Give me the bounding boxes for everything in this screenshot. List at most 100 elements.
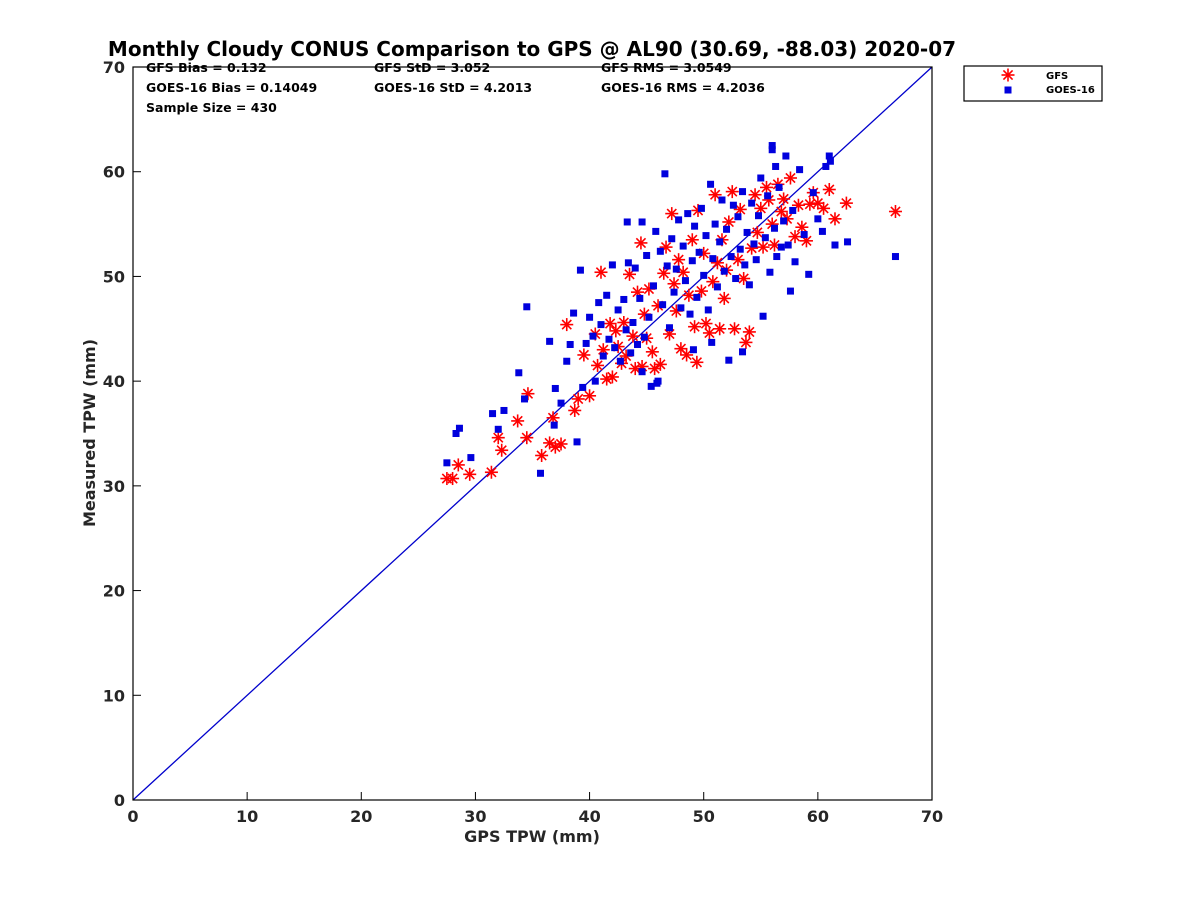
goes16-point	[752, 256, 760, 264]
gfs-point	[577, 348, 591, 362]
goes16-point	[679, 242, 687, 250]
gfs-point	[788, 230, 802, 244]
gfs-point	[546, 411, 560, 425]
goes16-point	[467, 454, 475, 462]
goes16-point	[645, 313, 653, 321]
goes16-point	[652, 227, 660, 235]
legend-goes16-label: GOES-16	[1046, 85, 1095, 96]
goes16-point	[665, 324, 673, 332]
gfs-point	[451, 458, 465, 472]
goes16-point	[688, 257, 696, 265]
gfs-point	[690, 355, 704, 369]
goes16-point	[739, 348, 747, 356]
goes16-point	[725, 356, 733, 364]
gfs-point	[568, 403, 582, 417]
goes16-point	[773, 253, 781, 261]
goes16-point	[761, 234, 769, 242]
gfs-point	[767, 238, 781, 252]
gfs-point	[495, 443, 509, 457]
goes16-point	[677, 304, 685, 312]
goes16-point	[663, 262, 671, 270]
goes16-point	[739, 188, 747, 196]
goes16-point	[595, 299, 603, 307]
gfs-point	[674, 342, 688, 356]
goes16-point	[494, 425, 502, 433]
goes16-point	[796, 166, 804, 174]
goes16-point	[586, 313, 594, 321]
gfs-point	[535, 448, 549, 462]
gfs-point	[560, 318, 574, 332]
gfs-point	[463, 467, 477, 481]
goes16-point	[777, 243, 785, 251]
x-tick-label: 40	[578, 807, 600, 826]
goes16-point	[693, 293, 701, 301]
goes16-point	[786, 287, 794, 295]
gfs-point	[722, 215, 736, 229]
goes16-point	[611, 344, 619, 352]
goes16-point	[772, 162, 780, 170]
axis-ticks: 0 10 20 30 40 50 60 70 0 10 20 30 40 50 60 70	[103, 58, 943, 826]
gfs-point	[839, 196, 853, 210]
gfs-point	[609, 324, 623, 338]
gfs-point	[583, 389, 597, 403]
goes16-point	[716, 238, 724, 246]
gfs-point	[594, 265, 608, 279]
goes16-point	[455, 424, 463, 432]
goes16-point	[789, 206, 797, 214]
goes16-point	[681, 277, 689, 285]
goes16-point	[702, 232, 710, 240]
goes16-point	[697, 204, 705, 212]
x-tick-label: 10	[236, 807, 258, 826]
goes16-point	[629, 319, 637, 327]
gfs-point	[484, 465, 498, 479]
gfs-point	[750, 225, 764, 239]
gfs-point	[728, 322, 742, 336]
goes16-point	[831, 241, 839, 249]
goes16-point	[643, 251, 651, 259]
goes16-point	[743, 228, 751, 236]
goes16-point	[521, 395, 529, 403]
goes16-point	[672, 265, 680, 273]
gfs-point	[645, 345, 659, 359]
x-tick-label: 70	[921, 807, 943, 826]
goes16-point	[661, 170, 669, 178]
gfs-point	[817, 201, 831, 215]
goes16-point	[709, 255, 717, 263]
gfs-point	[756, 240, 770, 254]
gfs-point	[702, 326, 716, 340]
goes16-point	[515, 369, 523, 377]
goes16-point	[748, 199, 756, 207]
goes16-point	[550, 421, 558, 429]
goes16-point	[720, 267, 728, 275]
goes16-point	[805, 270, 813, 278]
goes16-point	[844, 238, 852, 246]
gfs-point	[665, 207, 679, 221]
goes16-point	[707, 180, 715, 188]
goes16-point	[620, 295, 628, 303]
goes16-point	[638, 368, 646, 376]
goes16-point	[729, 201, 737, 209]
y-axis-label: Measured TPW (mm)	[80, 339, 99, 527]
goes16-point	[573, 438, 581, 446]
goes16-point	[500, 406, 508, 414]
goes16-point	[814, 215, 822, 223]
goes16-point	[768, 146, 776, 154]
y-tick-label: 30	[103, 477, 125, 496]
goes16-point	[704, 306, 712, 314]
legend-gfs-asterisk-marker	[1001, 68, 1015, 82]
gfs-point	[653, 357, 667, 371]
gfs-point	[725, 185, 739, 199]
gfs-rms-label: GFS RMS = 3.0549	[601, 60, 732, 75]
gfs-point	[717, 291, 731, 305]
goes16-point	[759, 312, 767, 320]
goes16-point	[732, 275, 740, 283]
gfs-point	[699, 317, 713, 331]
gfs-point	[651, 299, 665, 313]
gfs-point	[682, 288, 696, 302]
goes16-point	[603, 291, 611, 299]
goes16-point	[780, 217, 788, 225]
gfs-point	[628, 362, 642, 376]
x-axis-label: GPS TPW (mm)	[464, 827, 600, 846]
legend-goes16-square-marker	[1004, 86, 1012, 94]
gfs-point	[657, 266, 671, 280]
